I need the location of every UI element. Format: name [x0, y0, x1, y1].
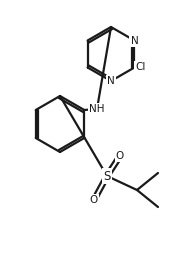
Text: O: O	[90, 195, 98, 205]
Text: O: O	[116, 151, 124, 161]
Text: S: S	[103, 169, 111, 183]
Text: Cl: Cl	[135, 63, 146, 73]
Text: NH: NH	[89, 104, 105, 114]
Text: N: N	[107, 76, 115, 86]
Text: N: N	[131, 36, 138, 45]
